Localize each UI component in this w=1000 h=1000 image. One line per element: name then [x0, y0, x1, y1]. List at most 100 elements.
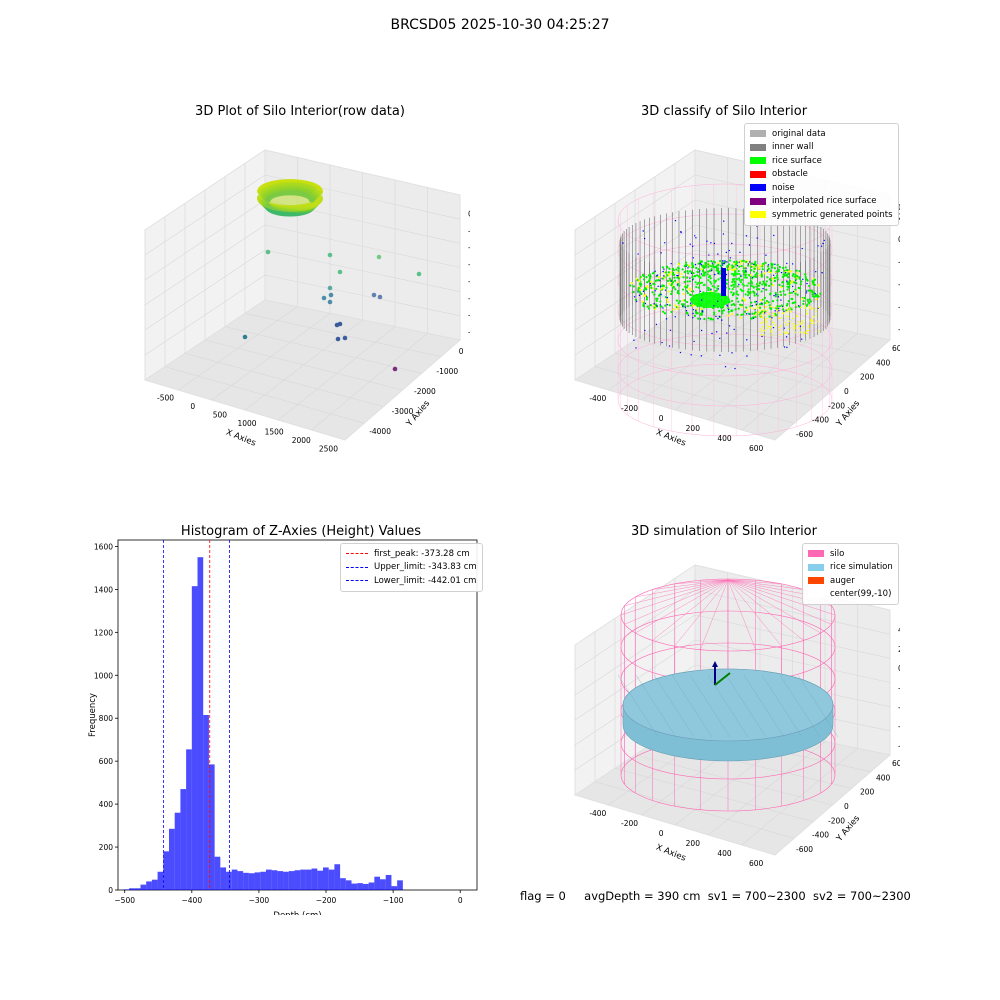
y-tick-label: 800 [99, 714, 114, 723]
noise-point [700, 273, 703, 275]
classified-point [819, 292, 822, 295]
classified-point [668, 273, 671, 276]
tick-label: 500 [213, 410, 228, 419]
classified-point [674, 279, 677, 282]
classified-point [731, 309, 734, 312]
classified-point [775, 314, 778, 317]
classified-point [634, 298, 638, 301]
noise-point [801, 338, 803, 340]
noise-point [670, 262, 672, 265]
classified-point [752, 307, 756, 310]
noise-point [674, 219, 677, 222]
classified-point [683, 280, 686, 284]
classified-point [739, 262, 742, 265]
classified-point [745, 308, 749, 312]
tick-label: -500 [468, 243, 470, 252]
classified-point [676, 307, 679, 311]
noise-point [784, 272, 787, 274]
classified-point [691, 275, 694, 279]
histogram-bar [140, 884, 147, 890]
raw-point [327, 299, 333, 305]
rice-mesh-line [779, 674, 821, 738]
classified-point [755, 282, 759, 286]
noise-point [668, 345, 671, 347]
noise-point [694, 235, 696, 237]
classified-point [630, 282, 633, 285]
classified-point [787, 276, 790, 279]
noise-point [791, 263, 794, 265]
noise-point [772, 326, 775, 329]
classified-point [735, 260, 738, 263]
raw-point [321, 295, 327, 301]
noise-point [690, 354, 692, 356]
symmetric-point [786, 309, 789, 311]
symmetric-point [804, 307, 807, 310]
symmetric-point [768, 325, 770, 328]
classified-point [717, 263, 720, 267]
classified-point [790, 291, 794, 294]
classified-point [812, 283, 815, 286]
noise-point [765, 254, 767, 256]
classified-point [811, 295, 814, 298]
histogram-bar [334, 864, 341, 890]
classified-point [760, 271, 763, 273]
classified-point [661, 284, 664, 287]
classified-point [775, 294, 777, 296]
histogram-bar [254, 872, 261, 890]
classified-point [793, 281, 796, 284]
classified-point [741, 299, 744, 302]
tick-label: -200 [621, 819, 638, 828]
classified-point [786, 288, 789, 291]
classified-point [687, 272, 690, 275]
classified-point [739, 303, 742, 306]
classified-point [713, 281, 716, 284]
classified-point [800, 297, 804, 300]
classified-point [781, 275, 784, 278]
classified-point [787, 281, 790, 284]
classified-point [817, 284, 820, 287]
tick-label: -400 [898, 703, 900, 712]
figure-title: BRCSD05 2025-10-30 04:25:27 [390, 17, 610, 33]
classified-point [686, 300, 689, 304]
classified-point [668, 304, 671, 307]
histogram-bar [180, 789, 187, 890]
x-tick-label: −500 [114, 896, 135, 905]
classified-point [677, 301, 680, 305]
histogram-bar [357, 883, 363, 890]
classified-point [731, 266, 734, 269]
classified-point [765, 299, 768, 303]
classified-point [712, 265, 715, 269]
legend-label: rice surface [772, 155, 822, 166]
silo-roof-line [674, 579, 729, 647]
noise-point [700, 263, 702, 266]
classified-point [740, 313, 743, 316]
rice-mesh-line [689, 674, 731, 738]
rice-mesh-line [761, 674, 803, 738]
classified-point [677, 289, 680, 293]
legend-swatch [750, 211, 766, 219]
noise-point [814, 292, 816, 295]
classified-point [736, 313, 739, 316]
noise-point [821, 272, 823, 274]
classified-point [730, 303, 733, 307]
silo-roof-line [700, 579, 729, 650]
classified-point [685, 310, 688, 312]
classified-point [691, 266, 694, 269]
noise-point [692, 245, 694, 248]
noise-point [700, 329, 703, 332]
noise-point [717, 288, 720, 290]
noise-point [664, 289, 667, 291]
tick-label: 400 [876, 773, 891, 782]
silo-roof-line [652, 579, 729, 590]
x-tick-label: −300 [249, 896, 270, 905]
noise-point [738, 261, 740, 263]
legend-item: noise [750, 181, 893, 195]
histogram-bar [203, 715, 209, 890]
tick-label: 0 [190, 402, 195, 411]
noise-point [736, 264, 739, 267]
tick-label: 200 [686, 424, 701, 433]
classified-point [715, 267, 718, 270]
histogram-bar [208, 764, 215, 890]
noise-point [695, 237, 697, 239]
classified-point [799, 283, 802, 286]
